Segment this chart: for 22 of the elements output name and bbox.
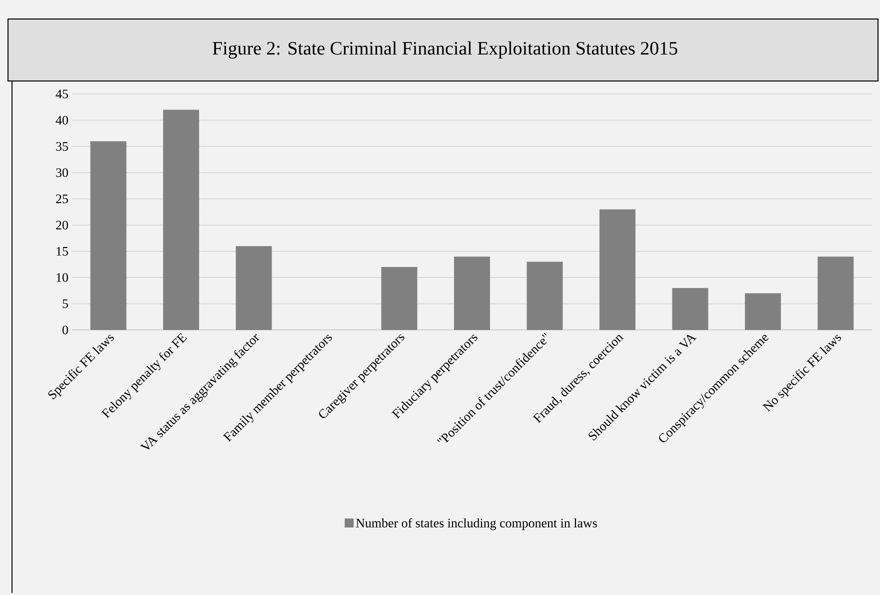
y-tick-label: 25 <box>56 194 68 204</box>
bar <box>599 209 636 330</box>
legend-label: Number of states including component in laws <box>356 518 597 530</box>
bar <box>526 262 563 330</box>
y-tick-label: 10 <box>56 273 68 282</box>
bar <box>744 293 781 330</box>
y-tick-label: 35 <box>56 142 68 151</box>
bar <box>163 110 200 330</box>
bar <box>672 288 708 330</box>
y-tick-label: 5 <box>62 299 68 308</box>
bar <box>381 267 418 330</box>
bar <box>818 256 854 330</box>
chart-title: Figure 2: State Criminal Financial Exploitation Statutes 2015 <box>212 41 678 59</box>
bar <box>236 246 272 330</box>
bar <box>90 141 126 330</box>
y-tick-label: 45 <box>56 90 68 98</box>
bar <box>454 256 490 330</box>
y-tick-label: 30 <box>56 168 68 178</box>
y-tick-label: 0 <box>62 326 68 334</box>
y-tick-label: 15 <box>56 246 68 256</box>
y-tick-label: 20 <box>56 220 68 230</box>
y-tick-label: 40 <box>56 116 68 125</box>
